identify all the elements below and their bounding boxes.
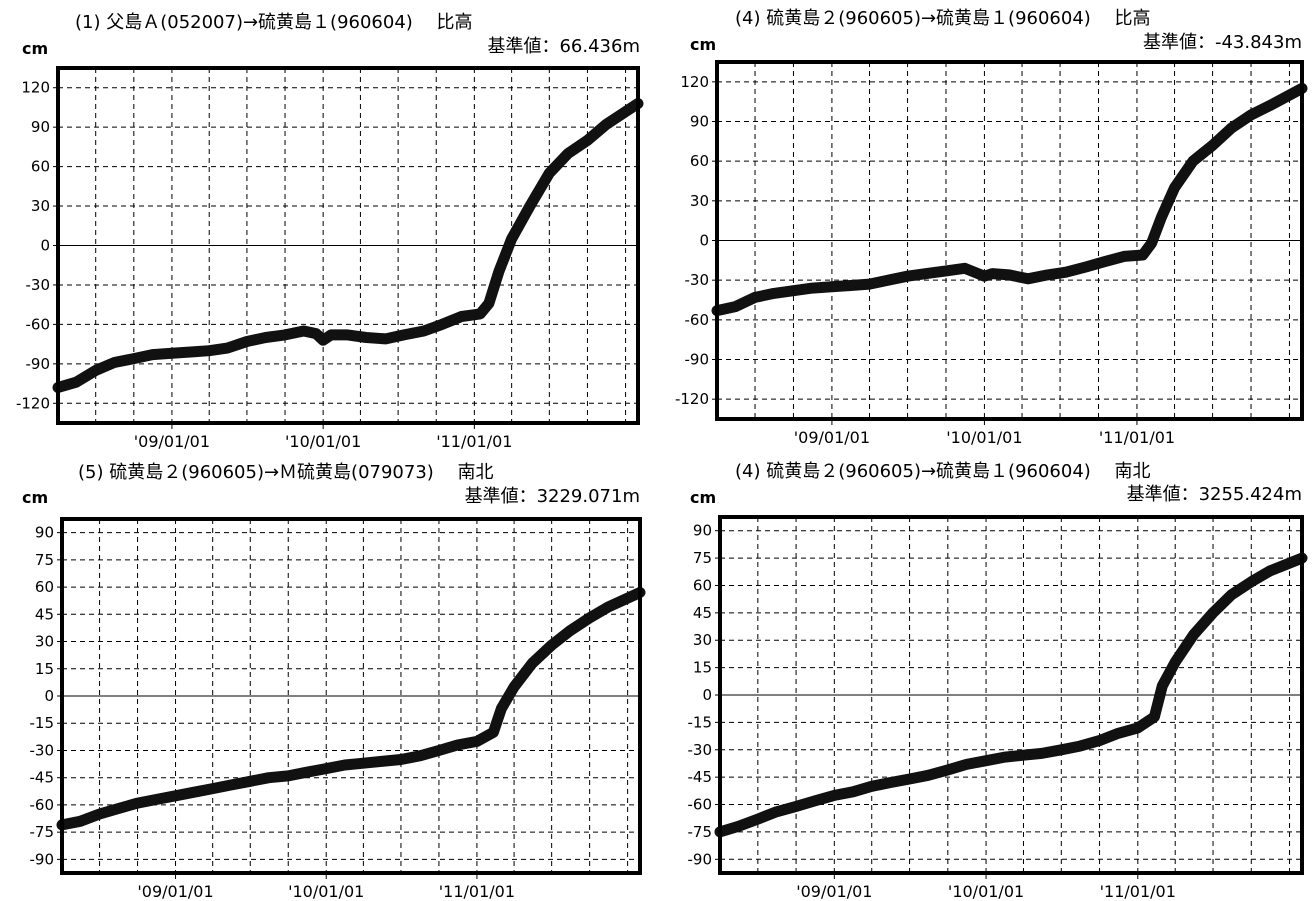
x-tick-label: '11/01/01 (436, 432, 512, 451)
y-tick-label: 90 (693, 522, 712, 540)
y-tick-label: 0 (40, 237, 50, 255)
chart-title: (4) 硫黄島２(960605)→硫黄島１(960604) 南北 (735, 461, 1151, 482)
series-line (56, 587, 646, 831)
x-tick-label: '10/01/01 (285, 432, 361, 451)
y-unit-label: cm (690, 488, 716, 507)
y-tick-label: -60 (685, 311, 710, 329)
x-tick-label: '11/01/01 (1099, 428, 1175, 447)
series-line (714, 552, 1308, 838)
reference-value: 基準値：3229.071m (465, 486, 640, 507)
x-tick-label: '09/01/01 (134, 432, 210, 451)
x-tick-label: '11/01/01 (439, 882, 515, 901)
y-tick-label: 15 (35, 660, 54, 678)
plot-frame (715, 60, 1304, 421)
y-tick-label: 120 (680, 73, 709, 91)
plot-frame (56, 66, 640, 425)
chart-panel-2: (4) 硫黄島２(960605)→硫黄島１(960604) 比高基準値：-43.… (675, 8, 1308, 447)
y-tick-label: 45 (693, 604, 712, 622)
y-tick-label: 45 (35, 605, 54, 623)
chart-title: (1) 父島Ａ(052007)→硫黄島１(960604) 比高 (75, 12, 473, 33)
y-tick-label: 30 (693, 631, 712, 649)
plot-frame (718, 515, 1304, 875)
chart-title: (5) 硫黄島２(960605)→Ｍ硫黄島(079073) 南北 (78, 462, 494, 483)
y-tick-label: 0 (44, 687, 54, 705)
y-tick-label: 60 (690, 152, 709, 170)
y-tick-label: 75 (35, 551, 54, 569)
y-tick-label: 90 (31, 118, 50, 136)
y-tick-label: 120 (21, 79, 50, 97)
y-tick-label: 90 (690, 113, 709, 131)
y-tick-label: 90 (35, 524, 54, 542)
y-tick-label: -30 (30, 741, 55, 759)
y-tick-label: -60 (688, 796, 713, 814)
y-unit-label: cm (22, 39, 48, 58)
y-tick-label: -60 (30, 796, 55, 814)
y-tick-label: -120 (675, 390, 709, 408)
reference-value: 基準値：66.436m (487, 36, 640, 57)
y-tick-label: 75 (693, 549, 712, 567)
y-tick-label: -30 (685, 271, 710, 289)
y-tick-label: -90 (685, 351, 710, 369)
chart-panel-3: (5) 硫黄島２(960605)→Ｍ硫黄島(079073) 南北基準値：3229… (22, 462, 646, 901)
x-tick-label: '11/01/01 (1100, 882, 1176, 901)
y-tick-label: -120 (16, 394, 50, 412)
y-tick-label: -15 (688, 713, 713, 731)
y-tick-label: -75 (688, 823, 713, 841)
y-tick-label: -90 (26, 355, 51, 373)
y-tick-label: 30 (35, 633, 54, 651)
y-tick-label: -90 (30, 850, 55, 868)
reference-value: 基準値：3255.424m (1127, 484, 1302, 505)
y-tick-label: 30 (31, 197, 50, 215)
y-tick-label: 30 (690, 192, 709, 210)
chart-title: (4) 硫黄島２(960605)→硫黄島１(960604) 比高 (735, 8, 1151, 29)
series-line (711, 82, 1308, 317)
y-tick-label: -90 (688, 850, 713, 868)
y-tick-label: 15 (693, 659, 712, 677)
y-tick-label: -75 (30, 823, 55, 841)
y-tick-label: -30 (26, 276, 51, 294)
y-unit-label: cm (690, 35, 716, 54)
chart-panel-1: (1) 父島Ａ(052007)→硫黄島１(960604) 比高基準値：66.43… (16, 12, 644, 451)
y-tick-label: 60 (693, 576, 712, 594)
x-tick-label: '10/01/01 (948, 882, 1024, 901)
x-tick-label: '10/01/01 (946, 428, 1022, 447)
y-tick-label: -15 (30, 714, 55, 732)
reference-value: 基準値：-43.843m (1143, 32, 1302, 53)
y-tick-label: -60 (26, 315, 51, 333)
x-tick-label: '10/01/01 (288, 882, 364, 901)
x-tick-label: '09/01/01 (794, 428, 870, 447)
y-tick-label: 60 (31, 158, 50, 176)
x-tick-label: '09/01/01 (796, 882, 872, 901)
y-tick-label: -45 (30, 769, 55, 787)
y-tick-label: 0 (702, 686, 712, 704)
y-tick-label: 0 (699, 232, 709, 250)
x-tick-label: '09/01/01 (137, 882, 213, 901)
y-unit-label: cm (22, 488, 48, 507)
chart-panel-4: (4) 硫黄島２(960605)→硫黄島１(960604) 南北基準値：3255… (688, 461, 1308, 901)
y-tick-label: 60 (35, 578, 54, 596)
series-line (52, 98, 644, 393)
y-tick-label: -30 (688, 741, 713, 759)
y-tick-label: -45 (688, 768, 713, 786)
plot-frame (60, 517, 642, 875)
